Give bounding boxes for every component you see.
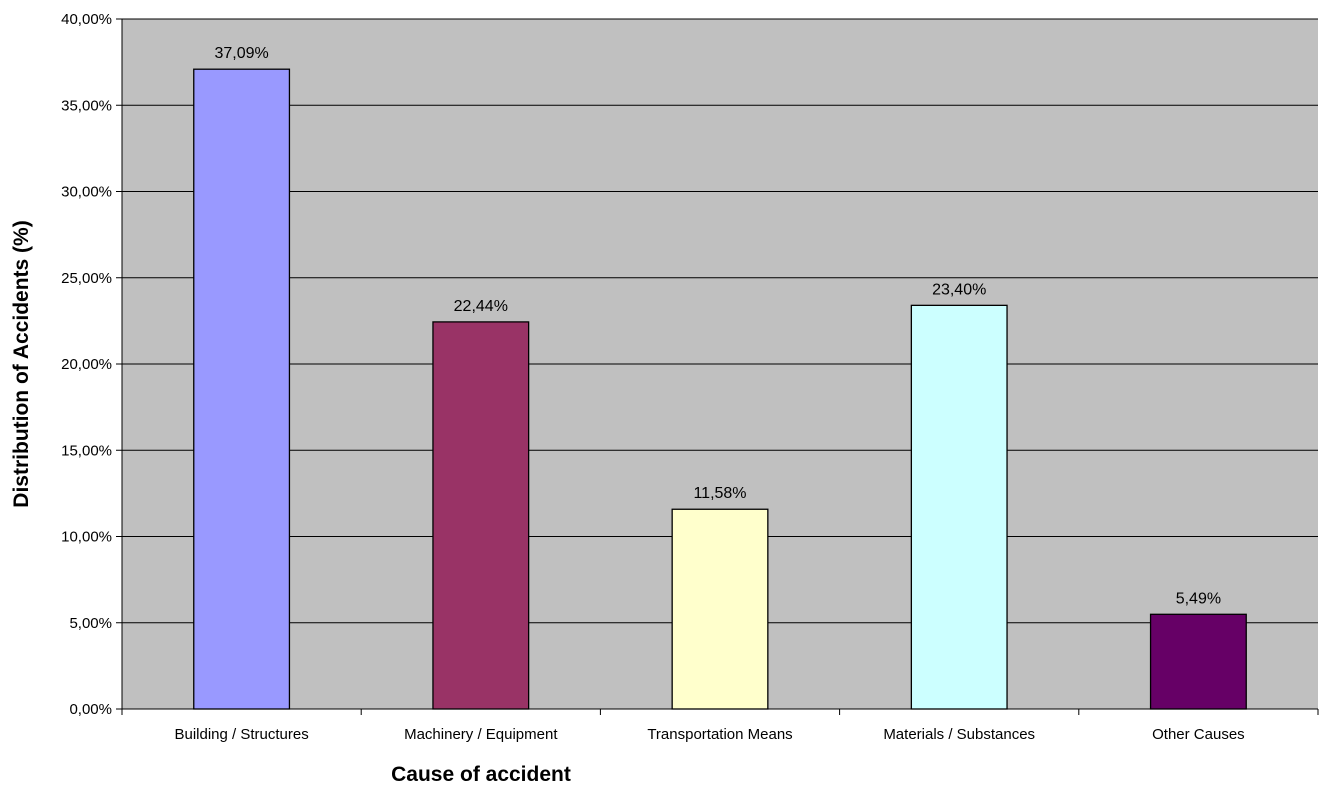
- bars: [193, 68, 1247, 710]
- bar: [910, 304, 1008, 710]
- bar: [193, 68, 291, 710]
- data-label: 37,09%: [214, 45, 268, 62]
- y-tick-label: 15,00%: [61, 442, 112, 459]
- y-tick-label: 25,00%: [61, 270, 112, 287]
- y-tick-label: 5,00%: [69, 615, 112, 632]
- data-label: 11,58%: [693, 485, 746, 502]
- y-axis-title: Distribution of Accidents (%): [10, 220, 33, 507]
- x-category-label: Other Causes: [1152, 726, 1245, 743]
- x-axis-title: Cause of accident: [391, 763, 571, 786]
- bar: [1149, 613, 1247, 710]
- bar: [671, 508, 769, 710]
- labels: 0,00% 5,00% 10,00% 15,00% 20,00% 25,00% 30,00%…: [61, 11, 1245, 743]
- y-tick-label: 10,00%: [61, 529, 112, 546]
- data-label: 5,49%: [1176, 590, 1221, 607]
- bar: [432, 321, 530, 710]
- y-tick-label: 0,00%: [69, 701, 112, 718]
- y-tick-label: 35,00%: [61, 97, 112, 114]
- x-category-label: Building / Structures: [174, 726, 308, 743]
- y-tick-label: 40,00%: [61, 11, 112, 28]
- x-category-label: Machinery / Equipment: [404, 726, 558, 743]
- data-label: 23,40%: [932, 281, 986, 298]
- data-label: 22,44%: [454, 298, 508, 315]
- y-tick-label: 20,00%: [61, 356, 112, 373]
- axes: [116, 18, 1319, 715]
- x-category-label: Transportation Means: [647, 726, 792, 743]
- x-category-label: Materials / Substances: [883, 726, 1035, 743]
- y-tick-label: 30,00%: [61, 184, 112, 201]
